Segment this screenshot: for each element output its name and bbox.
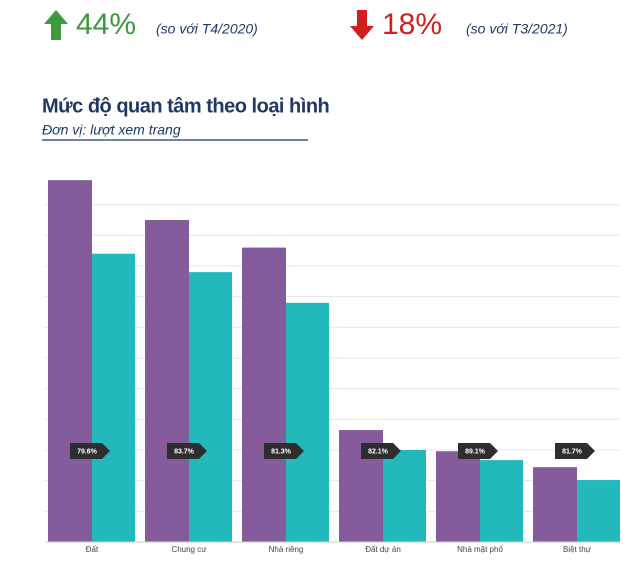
x-tick-label: Nhà mặt phố: [457, 545, 503, 554]
ratio-arrow: [70, 443, 110, 459]
bar: [242, 247, 286, 542]
ratio-label: 89.1%: [465, 448, 486, 455]
bar: [533, 467, 577, 542]
chart-title: Mức độ quan tâm theo loại hình: [42, 95, 329, 117]
bar: [436, 451, 480, 542]
bar: [145, 220, 189, 542]
ratio-arrow: [361, 443, 401, 459]
ratio-arrow: [458, 443, 498, 459]
bar: [383, 450, 426, 542]
stat-arrow: [44, 10, 68, 40]
ratio-label: 83.7%: [174, 448, 195, 455]
stat-note: (so với T3/2021): [466, 21, 568, 37]
stat-note: (so với T4/2020): [156, 21, 258, 37]
ratio-arrow: [167, 443, 207, 459]
ratio-arrow: [264, 443, 304, 459]
bar: [48, 180, 92, 542]
bar: [189, 272, 232, 542]
bar: [577, 480, 620, 542]
chart-subtitle: Đơn vị: lượt xem trang: [42, 122, 181, 138]
stat-value: 18%: [382, 8, 442, 41]
stat-arrow: [350, 10, 374, 40]
ratio-label: 82.1%: [368, 448, 389, 455]
x-tick-label: Đất dự án: [365, 545, 401, 554]
x-tick-label: Chung cư: [171, 545, 207, 554]
bar: [480, 460, 523, 542]
ratio-label: 79.6%: [77, 448, 98, 455]
bar: [92, 253, 135, 542]
ratio-arrow: [555, 443, 595, 459]
stat-value: 44%: [76, 8, 136, 41]
x-tick-label: Biệt thự: [563, 545, 592, 554]
x-tick-label: Đất: [86, 545, 99, 554]
x-tick-label: Nhà riêng: [269, 545, 304, 554]
ratio-label: 81.3%: [271, 448, 292, 455]
ratio-label: 81.7%: [562, 448, 583, 455]
bar: [286, 302, 329, 542]
